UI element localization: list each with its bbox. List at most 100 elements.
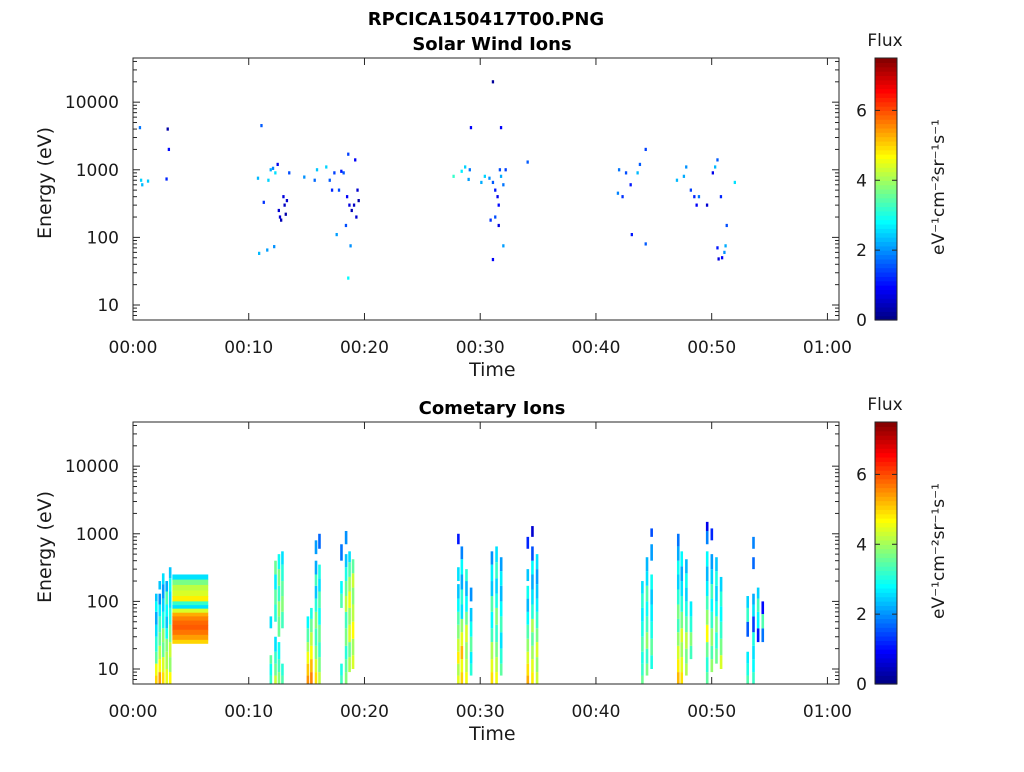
flux-cell: [348, 551, 351, 563]
y-tick-label: 10: [97, 660, 119, 680]
flux-cell: [535, 611, 539, 629]
flux-cell: [325, 165, 328, 169]
flux-cell: [168, 642, 172, 658]
flux-cell: [756, 587, 760, 599]
flux-cell: [314, 560, 318, 575]
flux-cell: [469, 663, 473, 676]
colorbar-frame: [874, 421, 898, 685]
colorbar-step: [875, 114, 897, 120]
flux-cell: [457, 675, 460, 684]
colorbar-step: [875, 158, 897, 164]
flux-cell: [344, 659, 348, 673]
flux-cell: [705, 657, 709, 673]
flux-cell: [277, 601, 281, 617]
colorbar-step: [875, 561, 897, 567]
colorbar-step: [875, 267, 897, 273]
colorbar-step: [875, 631, 897, 637]
flux-cell: [269, 616, 273, 629]
x-tick-label: 00:30: [456, 338, 505, 358]
flux-cell: [710, 569, 714, 585]
flux-cell: [676, 645, 680, 660]
flux-cell: [277, 585, 281, 602]
flux-cell: [680, 611, 684, 629]
flux-cell: [318, 657, 321, 673]
flux-cell: [167, 147, 171, 152]
flux-cell: [676, 574, 680, 590]
y-axis-label: Energy (eV): [34, 127, 56, 239]
x-tick-label: 00:00: [109, 702, 158, 722]
colorbar-step: [875, 276, 897, 282]
colorbar-step: [875, 175, 897, 181]
flux-cell: [535, 569, 539, 585]
flux-cell: [165, 628, 169, 639]
flux-cell: [333, 171, 336, 175]
flux-cell: [676, 589, 680, 605]
flux-cell: [281, 581, 284, 597]
flux-cell: [274, 651, 277, 664]
flux-cell: [340, 544, 343, 561]
flux-cell: [526, 651, 530, 664]
flux-cell: [676, 632, 680, 646]
colorbar-step: [875, 675, 897, 681]
flux-cell: [161, 628, 165, 643]
flux-cell: [306, 675, 310, 684]
colorbar-step: [875, 456, 897, 462]
flux-cell: [158, 616, 162, 633]
flux-cell: [676, 533, 680, 547]
flux-cell: [531, 604, 534, 619]
flux-cell: [314, 540, 318, 555]
flux-cell: [283, 203, 286, 207]
colorbar-step: [875, 557, 897, 563]
flux-cell: [680, 551, 684, 567]
flux-cell: [491, 80, 495, 84]
flux-cell: [452, 174, 455, 178]
flux-cell: [277, 616, 281, 637]
colorbar-step: [875, 88, 897, 94]
flux-cell: [526, 624, 530, 639]
colorbar-step: [875, 430, 897, 436]
flux-cell: [258, 251, 261, 255]
flux-cell: [695, 203, 698, 207]
flux-cell: [281, 596, 284, 612]
flux-cell: [314, 585, 318, 599]
flux-cell: [490, 672, 494, 684]
flux-cell: [344, 554, 348, 568]
colorbar-step: [875, 136, 897, 142]
x-axis-label: Time: [468, 359, 516, 381]
colorbar-step: [875, 171, 897, 177]
colorbar-step: [875, 587, 897, 593]
flux-cell: [277, 569, 281, 586]
flux-cell: [705, 566, 709, 582]
flux-cell: [689, 632, 693, 646]
flux-cell: [526, 585, 530, 599]
x-tick-label: 00:50: [687, 338, 736, 358]
flux-cell: [526, 598, 530, 612]
colorbar-step: [875, 215, 897, 221]
flux-cell: [650, 528, 653, 537]
colorbar-step: [875, 145, 897, 151]
flux-cell: [172, 616, 209, 622]
flux-cell: [685, 165, 688, 169]
flux-cell: [498, 168, 502, 172]
flux-cell: [676, 604, 680, 619]
flux-cell: [350, 208, 353, 213]
flux-cell: [641, 675, 644, 684]
flux-cell: [685, 573, 688, 588]
flux-cell: [752, 659, 755, 673]
flux-cell: [161, 598, 165, 612]
flux-cell: [469, 126, 473, 130]
flux-cell: [689, 601, 693, 617]
flux-cell: [274, 560, 277, 575]
colorbar-step: [875, 285, 897, 291]
x-tick-label: 01:00: [803, 338, 852, 358]
colorbar-step: [875, 465, 897, 471]
flux-cell: [616, 191, 620, 195]
colorbar-step: [875, 601, 897, 606]
x-tick-label: 01:00: [803, 702, 852, 722]
axes-frame: [132, 57, 840, 321]
colorbar-step: [875, 293, 897, 299]
flux-cell: [351, 638, 355, 656]
y-tick-label: 1000: [76, 525, 119, 545]
colorbar-step: [875, 566, 897, 572]
flux-cell: [636, 171, 639, 175]
